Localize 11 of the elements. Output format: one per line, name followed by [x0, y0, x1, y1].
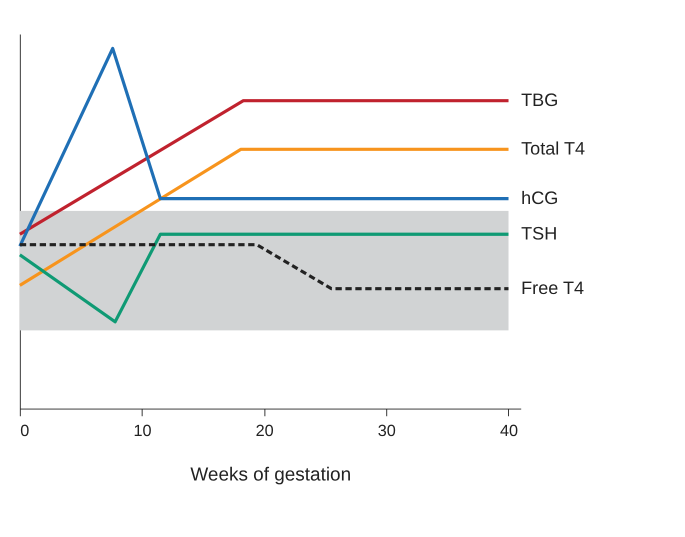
x-tick-label: 10 [133, 422, 152, 440]
x-tick-label: 0 [20, 422, 30, 440]
series-label: Free T4 [521, 278, 584, 298]
x-tick-label: 40 [500, 422, 518, 440]
series-label: Total T4 [521, 138, 586, 159]
x-axis-title: Weeks of gestation [190, 464, 352, 486]
series-label: TSH [521, 224, 558, 244]
x-tick-label: 30 [378, 422, 396, 440]
series-label: TBG [521, 90, 558, 110]
x-tick-label: 20 [256, 422, 274, 440]
series-label: hCG [521, 188, 558, 208]
